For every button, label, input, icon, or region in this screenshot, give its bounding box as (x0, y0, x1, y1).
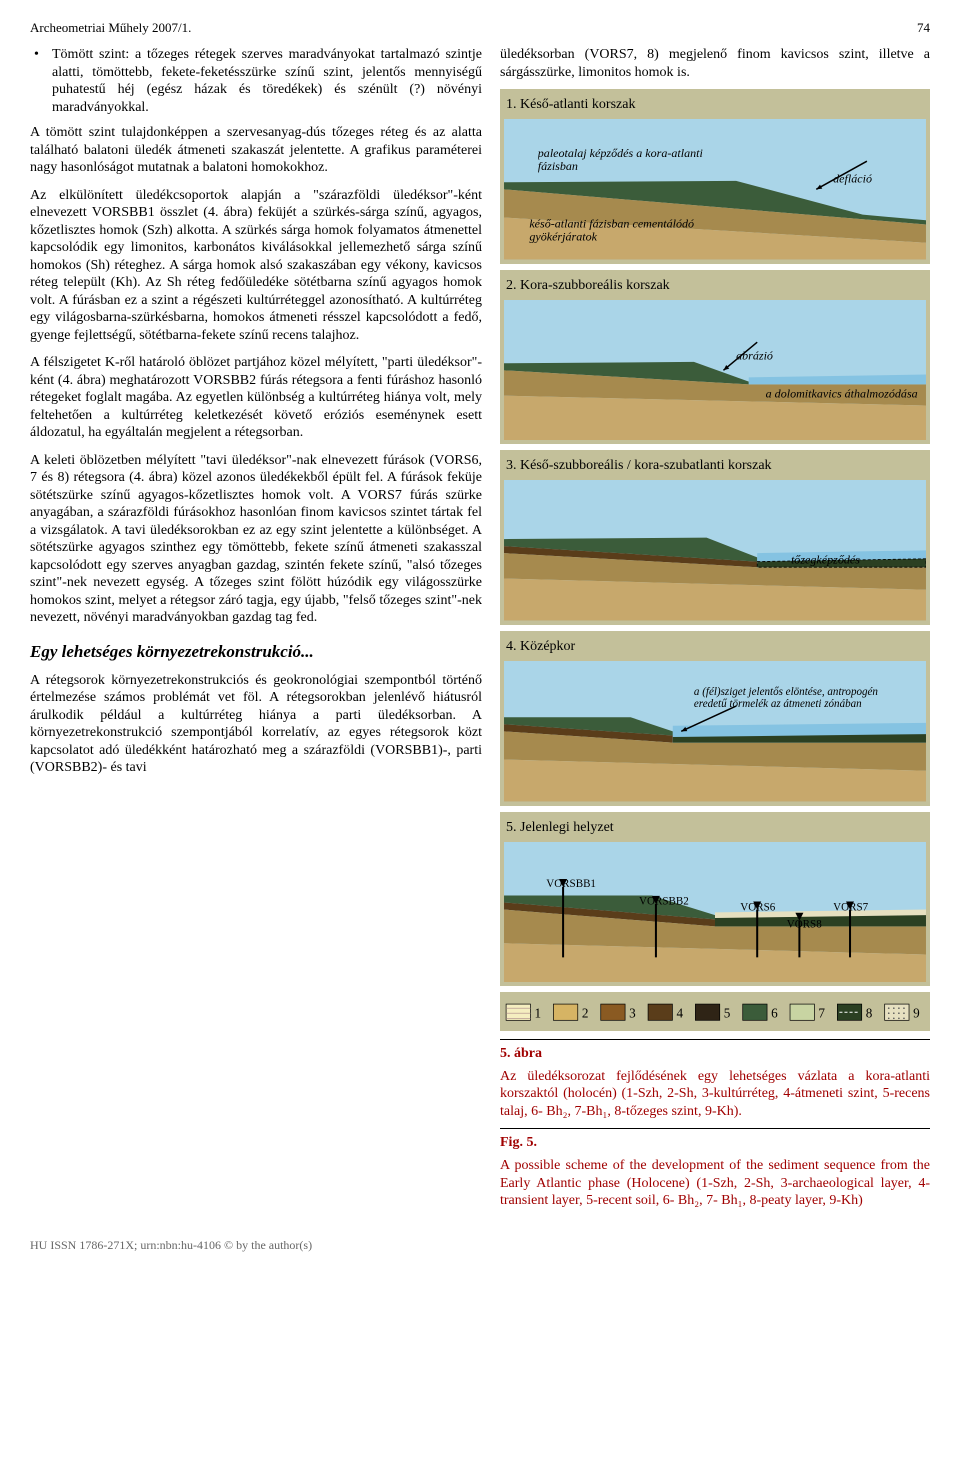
paragraph-2: Az elkülönített üledékcsoportok alapján … (30, 187, 482, 345)
svg-text:6: 6 (771, 1006, 778, 1021)
cross-section-svg: abrázióa dolomitkavics áthalmozódása (504, 300, 926, 441)
section-heading: Egy lehetséges környezetrekonstrukció... (30, 641, 482, 662)
bullet-text: Tömött szint: a tőzeges rétegek szerves … (52, 46, 482, 116)
panel-title: 2. Kora-szubboreális korszak (506, 278, 924, 294)
bullet-paragraph: • Tömött szint: a tőzeges rétegek szerve… (30, 46, 482, 116)
figure-panel: 3. Késő-szubboreális / kora-szubatlanti … (500, 450, 930, 625)
svg-text:8: 8 (866, 1006, 873, 1021)
svg-text:3: 3 (629, 1006, 636, 1021)
figure-number-en: Fig. 5. (500, 1135, 930, 1151)
page-header: Archeometriai Műhely 2007/1. 74 (30, 20, 930, 36)
page-footer: HU ISSN 1786-271X; urn:nbn:hu-4106 © by … (30, 1238, 930, 1253)
svg-text:2: 2 (582, 1006, 589, 1021)
figure-panel: 2. Kora-szubboreális korszak abrázióa dol… (500, 270, 930, 445)
svg-text:9: 9 (913, 1006, 920, 1021)
panel-title: 3. Késő-szubboreális / kora-szubatlanti … (506, 458, 924, 474)
figure-caption-en: A possible scheme of the development of … (500, 1157, 930, 1210)
figure-panels: 1. Késő-atlanti korszak paleotalaj képződ… (500, 89, 930, 1031)
panel-title: 1. Késő-atlanti korszak (506, 97, 924, 113)
legend-panel: 1 2 3 4 5 6 7 8 9 (500, 992, 930, 1030)
right-figure-column: üledéksorban (VORS7, 8) megjelenő finom … (500, 46, 930, 1218)
page-number: 74 (917, 20, 930, 36)
figure-panel: 4. Középkor a (fél)sziget jelentős elönté… (500, 631, 930, 806)
svg-text:4: 4 (676, 1006, 683, 1021)
panel-title: 4. Középkor (506, 639, 924, 655)
legend-svg: 1 2 3 4 5 6 7 8 9 (502, 998, 928, 1028)
figure-number-hu: 5. ábra (500, 1046, 930, 1062)
paragraph-3: A félszigetet K-ről határoló öblözet par… (30, 354, 482, 442)
paragraph-4: A keleti öblözetben mélyített "tavi üled… (30, 452, 482, 627)
svg-text:7: 7 (818, 1006, 825, 1021)
paragraph-5: A rétegsorok környezetrekonstrukciós és … (30, 672, 482, 777)
left-text-column: • Tömött szint: a tőzeges rétegek szerve… (30, 46, 482, 1218)
cross-section-svg: paleotalaj képződés a kora-atlanti fázis… (504, 119, 926, 260)
svg-text:1: 1 (534, 1006, 541, 1021)
bullet-marker: • (30, 46, 52, 116)
panel-title: 5. Jelenlegi helyzet (506, 820, 924, 836)
cross-section-svg: tőzegképződés (504, 480, 926, 621)
cross-section-svg: VORSBB1VORSBB2VORS6VORS7VORS8 (504, 842, 926, 983)
figure-caption-hu: Az üledéksorozat fejlődésének egy lehets… (500, 1068, 930, 1121)
svg-text:5: 5 (724, 1006, 731, 1021)
figure-panel: 5. Jelenlegi helyzet VORSBB1VORSBB2VORS6V… (500, 812, 930, 987)
right-intro-paragraph: üledéksorban (VORS7, 8) megjelenő finom … (500, 46, 930, 81)
figure-panel: 1. Késő-atlanti korszak paleotalaj képződ… (500, 89, 930, 264)
paragraph-1: A tömött szint tulajdonképpen a szervesa… (30, 124, 482, 177)
cross-section-svg: a (fél)sziget jelentős elöntése, antropo… (504, 661, 926, 802)
journal-title: Archeometriai Műhely 2007/1. (30, 20, 191, 36)
